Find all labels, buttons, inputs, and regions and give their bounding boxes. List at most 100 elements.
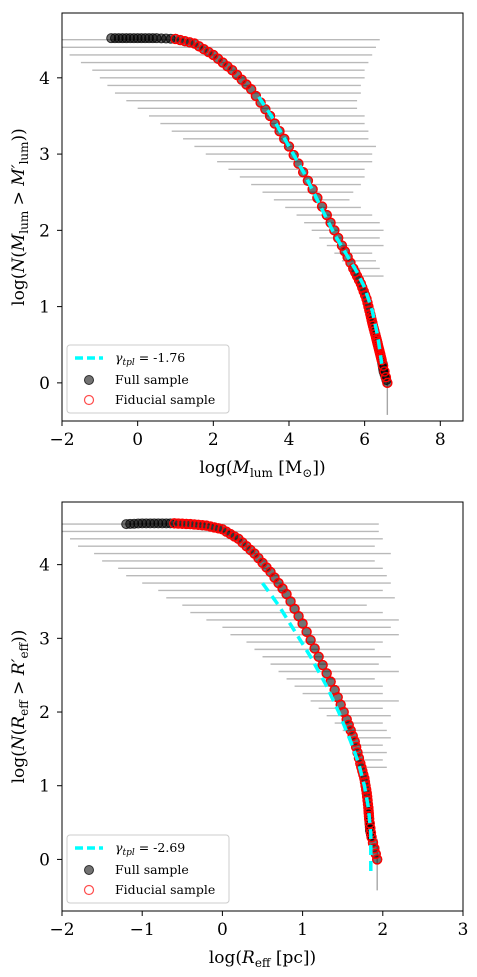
x-tick-label: −2 <box>49 920 74 940</box>
legend: γtpl = -1.76 Full sample Fiducial sample <box>66 344 230 414</box>
fiducial-point <box>360 784 372 795</box>
fiducial-point <box>185 518 196 530</box>
fiducial-point <box>297 166 309 178</box>
legend-full-swatch <box>84 865 94 875</box>
x-tick-label: 2 <box>208 430 219 450</box>
fiducial-point <box>260 104 271 115</box>
fiducial-point <box>293 611 304 622</box>
fiducial-point <box>203 46 214 58</box>
fiducial-point <box>372 337 383 349</box>
label-part: R <box>9 716 29 730</box>
label-part: log( <box>9 750 29 783</box>
label-part: log( <box>199 458 232 478</box>
fiducial-point <box>179 36 191 47</box>
x-tick-label: 3 <box>458 920 469 940</box>
fiducial-point <box>347 730 358 742</box>
axes-frame <box>61 12 464 422</box>
fiducial-point <box>229 531 240 542</box>
fiducial-point <box>245 544 256 556</box>
x-tick-label: 2 <box>377 920 388 940</box>
fiducial-point <box>305 634 316 646</box>
label-part: N <box>9 734 29 751</box>
fiducial-point <box>293 158 304 169</box>
label-part: )) <box>9 128 29 141</box>
legend: γtpl = -2.69 Full sample Fiducial sample <box>66 834 230 904</box>
x-tick-label: 0 <box>217 920 228 940</box>
fiducial-point <box>250 90 262 102</box>
fiducial-point <box>371 854 383 865</box>
label-part: M <box>232 458 251 478</box>
full-sample-point <box>147 33 158 44</box>
label-part: M <box>9 233 29 252</box>
fiducial-point <box>222 61 233 72</box>
label-part: R′ <box>9 658 29 676</box>
legend-box <box>66 834 230 904</box>
label-part: ( <box>9 251 29 258</box>
y-axis-label: log(N(Reff > R′eff)) <box>9 630 31 784</box>
label-part: = -1.76 <box>135 350 186 365</box>
label-part: log( <box>209 948 242 968</box>
fiducial-point <box>184 37 195 48</box>
label-part: log( <box>9 273 29 306</box>
y-tick-label: 2 <box>39 221 50 241</box>
label-part: [M <box>273 458 302 478</box>
x-tick-label: −2 <box>49 430 74 450</box>
plot-area <box>62 33 393 415</box>
fiducial-point <box>382 377 393 389</box>
fiducial-point <box>379 366 390 377</box>
fiducial-point <box>367 837 379 849</box>
fiducial-point <box>169 518 180 529</box>
legend-full-swatch <box>84 375 94 385</box>
fiducial-point <box>358 769 369 780</box>
label-part: > <box>9 675 29 700</box>
label-part: ( <box>9 729 29 736</box>
fiducial-point <box>302 175 314 186</box>
fiducial-point <box>301 626 312 638</box>
y-tick-label: 0 <box>39 374 50 394</box>
fiducial-point <box>283 141 295 152</box>
label-part: γ <box>115 840 123 855</box>
fiducial-point <box>309 643 320 654</box>
label-part: = -2.69 <box>135 840 186 855</box>
fiducial-point <box>173 518 184 529</box>
fiducial-point <box>313 651 324 662</box>
label-part: eff <box>17 699 31 716</box>
y-tick-label: 4 <box>39 556 50 576</box>
label-part: tpl <box>122 848 134 858</box>
axes-frame <box>61 501 464 912</box>
fiducial-point <box>342 251 353 263</box>
label-part: lum <box>250 466 274 480</box>
fiducial-point <box>209 522 220 533</box>
legend-fiducial-swatch <box>83 394 95 406</box>
legend-full-label: Full sample <box>115 372 189 387</box>
legend-fit-label: γtpl = -2.69 <box>115 840 185 858</box>
fiducial-point <box>279 133 290 145</box>
label-part: > <box>9 186 29 211</box>
fit-line <box>261 582 373 875</box>
fiducial-point <box>307 184 318 195</box>
fiducial-point <box>170 33 181 45</box>
x-axis-label: log(Reff [pc]) <box>209 948 316 970</box>
fiducial-point <box>380 371 392 383</box>
fiducial-point <box>321 668 332 679</box>
y-tick-label: 1 <box>39 298 50 318</box>
label-part: ]) <box>312 458 325 478</box>
label-part: lum <box>17 210 31 234</box>
y-tick-label: 2 <box>39 703 50 723</box>
fiducial-point <box>175 34 186 46</box>
fiducial-point <box>177 518 188 529</box>
fiducial-point <box>353 752 365 764</box>
fiducial-point <box>359 289 371 301</box>
fiducial-point <box>317 659 328 671</box>
label-part: R <box>241 948 255 968</box>
fiducial-point <box>277 583 288 594</box>
y-tick-label: 3 <box>39 145 50 165</box>
label-part: ⊙ <box>302 466 312 480</box>
y-tick-label: 0 <box>39 850 50 870</box>
plot-area <box>62 518 399 891</box>
x-tick-label: 1 <box>297 920 308 940</box>
label-part: lum <box>17 141 31 165</box>
x-tick-label: 0 <box>132 430 143 450</box>
